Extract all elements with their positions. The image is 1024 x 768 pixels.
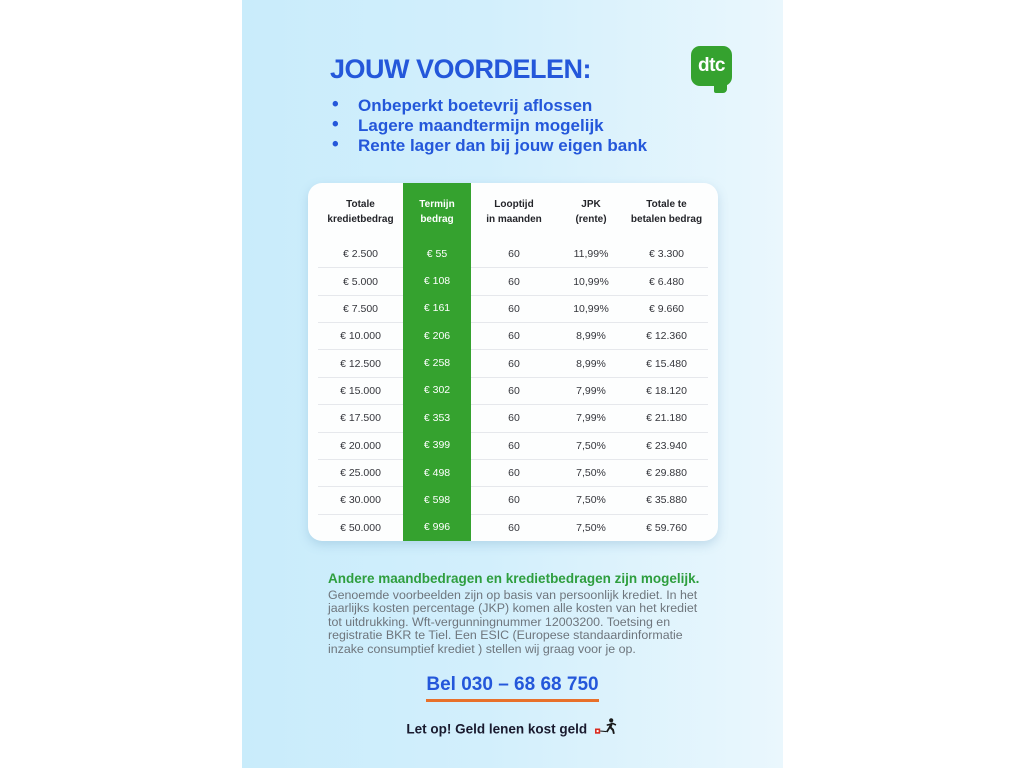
table-cell-r11-c3: 60: [471, 513, 557, 541]
table-cell-r4-c5: € 12.360: [625, 322, 708, 349]
note-heading: Andere maandbedragen en kredietbedragen …: [328, 571, 700, 586]
table-cell-r9-c3: 60: [471, 458, 557, 486]
table-cell-r11-c1: € 50.000: [318, 513, 403, 541]
table-cell-r5-c1: € 12.500: [318, 349, 403, 376]
column-header-4: JPK (rente): [575, 198, 607, 225]
rates-table: Totale kredietbedrag Termijn bedrag Loopti…: [318, 183, 708, 541]
table-cell-r4-c3: 60: [471, 322, 557, 349]
table-cell-r6-c3: 60: [471, 376, 557, 404]
benefit-item-1: Onbeperkt boetevrij aflossen: [330, 95, 647, 116]
table-cell-r5-c5: € 15.480: [625, 349, 708, 376]
table-cell-r4-c1: € 10.000: [318, 322, 403, 349]
table-cell-r9-c4: 7,50%: [557, 458, 625, 486]
table-cell-r6-c5: € 18.120: [625, 376, 708, 404]
column-header-3: Looptijd in maanden: [486, 198, 542, 225]
table-cell-r7-c1: € 17.500: [318, 404, 403, 431]
credit-warning-text: Let op! Geld lenen kost geld: [406, 721, 588, 737]
table-cell-r2-c3: 60: [471, 267, 557, 294]
table-cell-r11-c5: € 59.760: [625, 513, 708, 541]
table-cell-r10-c2: € 598: [403, 486, 471, 514]
table-cell-r4-c4: 8,99%: [557, 322, 625, 349]
table-cell-r3-c2: € 161: [403, 294, 471, 323]
table-cell-r7-c3: 60: [471, 404, 557, 431]
table-cell-r3-c3: 60: [471, 294, 557, 322]
phone-cta[interactable]: Bel 030 – 68 68 750: [426, 674, 599, 702]
table-cell-r6-c2: € 302: [403, 376, 471, 405]
table-cell-r9-c1: € 25.000: [318, 458, 403, 486]
benefits-list: Onbeperkt boetevrij aflossen Lagere maan…: [330, 95, 647, 156]
table-cell-r9-c2: € 498: [403, 458, 471, 487]
table-cell-r4-c2: € 206: [403, 322, 471, 350]
table-cell-r5-c3: 60: [471, 349, 557, 376]
dtc-logo: dtc: [691, 46, 732, 93]
table-cell-r1-c1: € 2.500: [342, 247, 379, 260]
table-cell-r1-c5: € 3.300: [648, 247, 685, 260]
table-cell-r1-c3: 60: [508, 247, 520, 260]
rates-card: Totale kredietbedrag Termijn bedrag Loopti…: [308, 183, 718, 541]
table-cell-r8-c1: € 20.000: [318, 431, 403, 459]
table-cell-r3-c5: € 9.660: [625, 294, 708, 322]
table-cell-r8-c2: € 399: [403, 431, 471, 459]
table-cell-r7-c5: € 21.180: [625, 404, 708, 431]
table-cell-r2-c5: € 6.480: [625, 267, 708, 294]
column-header-1: Totale kredietbedrag: [327, 198, 394, 225]
table-cell-r2-c4: 10,99%: [557, 267, 625, 294]
table-cell-r10-c4: 7,50%: [557, 486, 625, 513]
table-cell-r10-c3: 60: [471, 486, 557, 513]
table-cell-r8-c5: € 23.940: [625, 431, 708, 459]
column-header-2: Termijn bedrag: [403, 183, 471, 240]
table-cell-r11-c4: 7,50%: [557, 513, 625, 541]
column-header-5: Totale te betalen bedrag: [630, 198, 703, 225]
table-cell-r11-c2: € 996: [403, 513, 471, 541]
table-cell-r10-c5: € 35.880: [625, 486, 708, 513]
table-cell-r8-c4: 7,50%: [557, 431, 625, 459]
table-cell-r7-c2: € 353: [403, 404, 471, 432]
table-cell-r6-c1: € 15.000: [318, 376, 403, 404]
table-cell-r10-c1: € 30.000: [318, 486, 403, 513]
table-cell-r6-c4: 7,99%: [557, 376, 625, 404]
table-cell-r5-c4: 8,99%: [557, 349, 625, 376]
table-cell-r1-c4: 11,99%: [573, 247, 609, 260]
page-title: JOUW VOORDELEN:: [330, 54, 592, 84]
table-cell-r3-c4: 10,99%: [557, 294, 625, 322]
table-cell-r2-c2: € 108: [403, 267, 471, 295]
table-cell-r7-c4: 7,99%: [557, 404, 625, 431]
phone-cta-wrap: Bel 030 – 68 68 750: [242, 674, 783, 702]
dtc-logo-text: dtc: [698, 55, 726, 76]
credit-warning: Let op! Geld lenen kost geld: [242, 718, 783, 738]
table-cell-r1-c2: € 55: [403, 240, 471, 268]
table-cell-r5-c2: € 258: [403, 349, 471, 377]
table-cell-r3-c1: € 7.500: [318, 294, 403, 322]
table-cell-r9-c5: € 29.880: [625, 458, 708, 486]
money-burden-runner-icon: [594, 718, 616, 735]
benefit-item-2: Lagere maandtermijn mogelijk: [330, 115, 647, 136]
table-cell-r8-c3: 60: [471, 431, 557, 459]
table-cell-r2-c1: € 5.000: [318, 267, 403, 294]
note-body: Genoemde voorbeelden zijn op basis van p…: [328, 588, 698, 656]
benefit-item-3: Rente lager dan bij jouw eigen bank: [330, 135, 647, 156]
